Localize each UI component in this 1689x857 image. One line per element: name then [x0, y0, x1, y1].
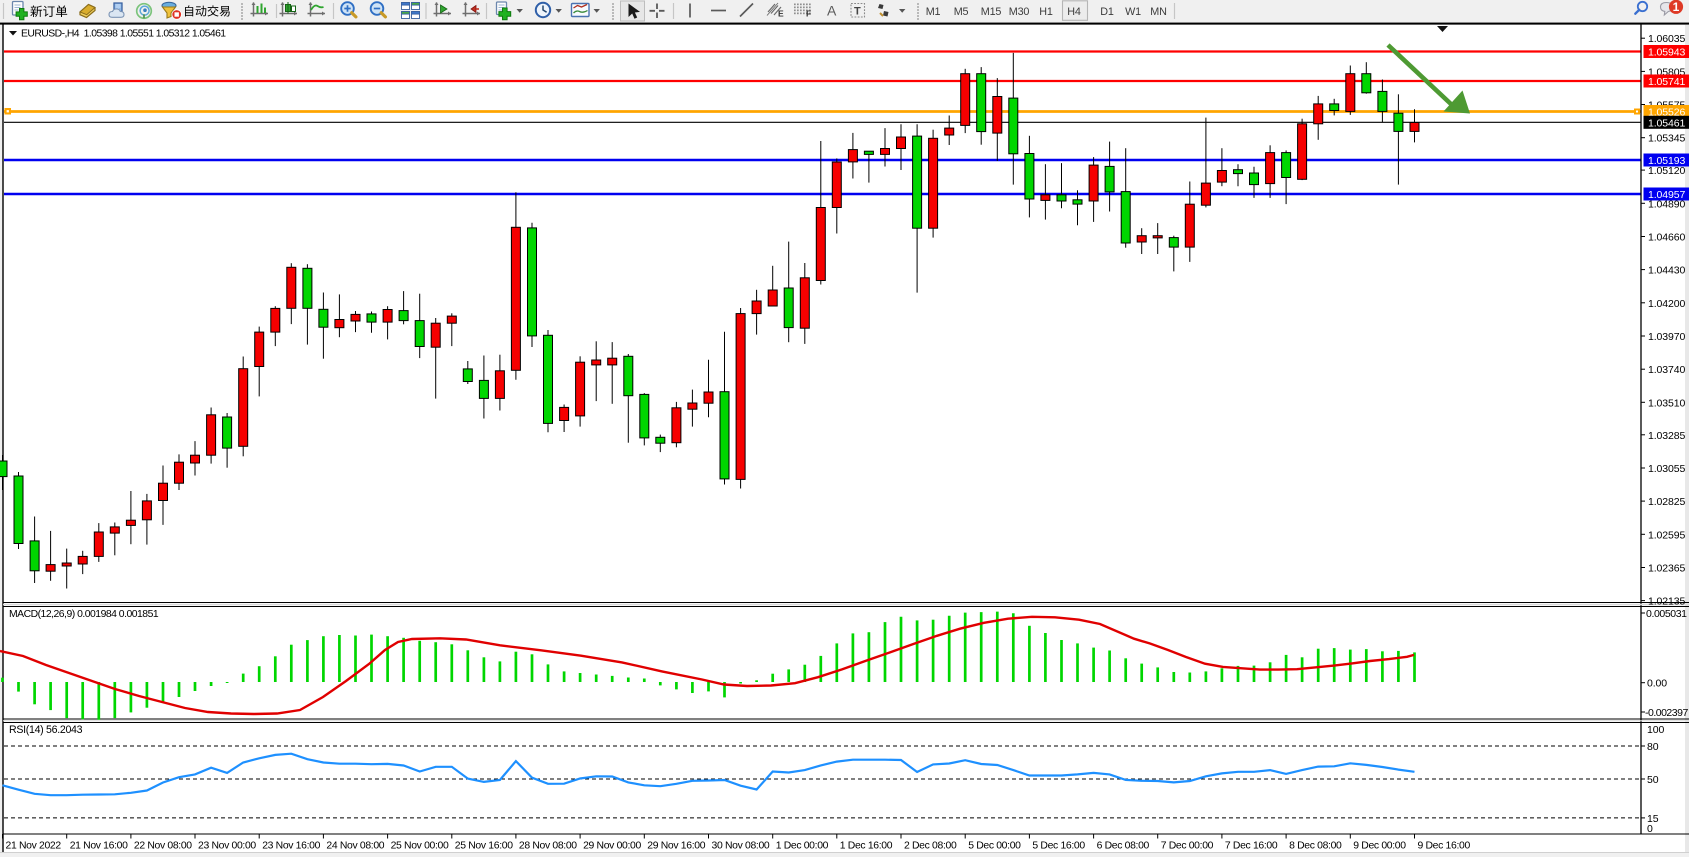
- svg-text:24 Nov 08:00: 24 Nov 08:00: [326, 841, 384, 852]
- svg-text:RSI(14) 56.2043: RSI(14) 56.2043: [9, 724, 83, 736]
- svg-text:29 Nov 00:00: 29 Nov 00:00: [583, 841, 641, 852]
- svg-text:1.04200: 1.04200: [1648, 298, 1686, 310]
- svg-text:23 Nov 16:00: 23 Nov 16:00: [262, 841, 320, 852]
- svg-text:9 Dec 00:00: 9 Dec 00:00: [1353, 841, 1406, 852]
- svg-text:8 Dec 08:00: 8 Dec 08:00: [1289, 841, 1342, 852]
- svg-text:50: 50: [1647, 774, 1659, 786]
- svg-text:1.02135: 1.02135: [1648, 596, 1686, 608]
- svg-text:MACD(12,26,9) 0.001984 0.00185: MACD(12,26,9) 0.001984 0.001851: [9, 609, 159, 620]
- svg-text:1.03285: 1.03285: [1648, 430, 1686, 442]
- svg-text:1.03510: 1.03510: [1648, 397, 1686, 409]
- svg-text:15: 15: [1647, 813, 1659, 825]
- svg-text:M5: M5: [954, 6, 969, 18]
- svg-text:1.02825: 1.02825: [1648, 496, 1686, 508]
- svg-text:23 Nov 00:00: 23 Nov 00:00: [198, 841, 256, 852]
- svg-text:M30: M30: [1009, 6, 1030, 18]
- svg-text:5 Dec 00:00: 5 Dec 00:00: [968, 841, 1021, 852]
- svg-text:H4: H4: [1067, 6, 1081, 18]
- svg-text:25 Nov 00:00: 25 Nov 00:00: [391, 841, 449, 852]
- svg-text:1.06035: 1.06035: [1648, 33, 1686, 45]
- svg-text:7 Dec 16:00: 7 Dec 16:00: [1225, 841, 1278, 852]
- svg-text:1.04957: 1.04957: [1648, 189, 1686, 201]
- svg-text:1.05526: 1.05526: [1648, 107, 1686, 119]
- svg-text:1.03970: 1.03970: [1648, 331, 1686, 343]
- svg-text:22 Nov 08:00: 22 Nov 08:00: [134, 841, 192, 852]
- svg-text:MN: MN: [1150, 6, 1166, 18]
- svg-text:28 Nov 08:00: 28 Nov 08:00: [519, 841, 577, 852]
- svg-text:1.03055: 1.03055: [1648, 463, 1686, 475]
- svg-text:21 Nov 2022: 21 Nov 2022: [6, 841, 62, 852]
- svg-text:1.05943: 1.05943: [1648, 47, 1686, 59]
- svg-text:1 Dec 00:00: 1 Dec 00:00: [776, 841, 829, 852]
- svg-text:1.05345: 1.05345: [1648, 133, 1686, 145]
- svg-text:9 Dec 16:00: 9 Dec 16:00: [1418, 841, 1471, 852]
- svg-text:1.04430: 1.04430: [1648, 265, 1686, 277]
- svg-text:1.02365: 1.02365: [1648, 563, 1686, 575]
- svg-text:100: 100: [1647, 724, 1664, 736]
- svg-text:25 Nov 16:00: 25 Nov 16:00: [455, 841, 513, 852]
- svg-text:M15: M15: [981, 6, 1002, 18]
- svg-text:1.04660: 1.04660: [1648, 232, 1686, 244]
- svg-text:29 Nov 16:00: 29 Nov 16:00: [647, 841, 705, 852]
- svg-text:D1: D1: [1100, 6, 1114, 18]
- svg-text:5 Dec 16:00: 5 Dec 16:00: [1032, 841, 1085, 852]
- svg-text:2 Dec 08:00: 2 Dec 08:00: [904, 841, 957, 852]
- svg-text:1.05193: 1.05193: [1648, 155, 1686, 167]
- svg-text:1.05120: 1.05120: [1648, 165, 1686, 177]
- svg-text:0.005031: 0.005031: [1646, 608, 1687, 620]
- svg-text:W1: W1: [1125, 6, 1141, 18]
- svg-text:30 Nov 08:00: 30 Nov 08:00: [712, 841, 770, 852]
- svg-text:-0.002397: -0.002397: [1645, 707, 1688, 719]
- svg-text:80: 80: [1647, 741, 1659, 753]
- svg-text:F: F: [806, 9, 811, 19]
- svg-text:1: 1: [1673, 0, 1680, 14]
- svg-text:EURUSD-,H4 1.05398 1.05551 1.: EURUSD-,H4 1.05398 1.05551 1.05312 1.054…: [21, 29, 226, 40]
- svg-text:6 Dec 08:00: 6 Dec 08:00: [1097, 841, 1150, 852]
- svg-text:1.05741: 1.05741: [1648, 76, 1686, 88]
- svg-text:1.03740: 1.03740: [1648, 364, 1686, 376]
- svg-text:H1: H1: [1039, 6, 1053, 18]
- svg-text:7 Dec 00:00: 7 Dec 00:00: [1161, 841, 1214, 852]
- svg-text:A: A: [827, 3, 837, 19]
- svg-text:E: E: [778, 9, 784, 19]
- svg-text:M1: M1: [926, 6, 941, 18]
- svg-text:1.04890: 1.04890: [1648, 198, 1686, 210]
- svg-text:0: 0: [1647, 823, 1653, 835]
- svg-text:1.05461: 1.05461: [1648, 117, 1686, 129]
- svg-text:1.02595: 1.02595: [1648, 529, 1686, 541]
- svg-text:T: T: [854, 6, 861, 18]
- svg-text:1 Dec 16:00: 1 Dec 16:00: [840, 841, 893, 852]
- svg-text:0.00: 0.00: [1647, 678, 1667, 690]
- svg-text:21 Nov 16:00: 21 Nov 16:00: [70, 841, 128, 852]
